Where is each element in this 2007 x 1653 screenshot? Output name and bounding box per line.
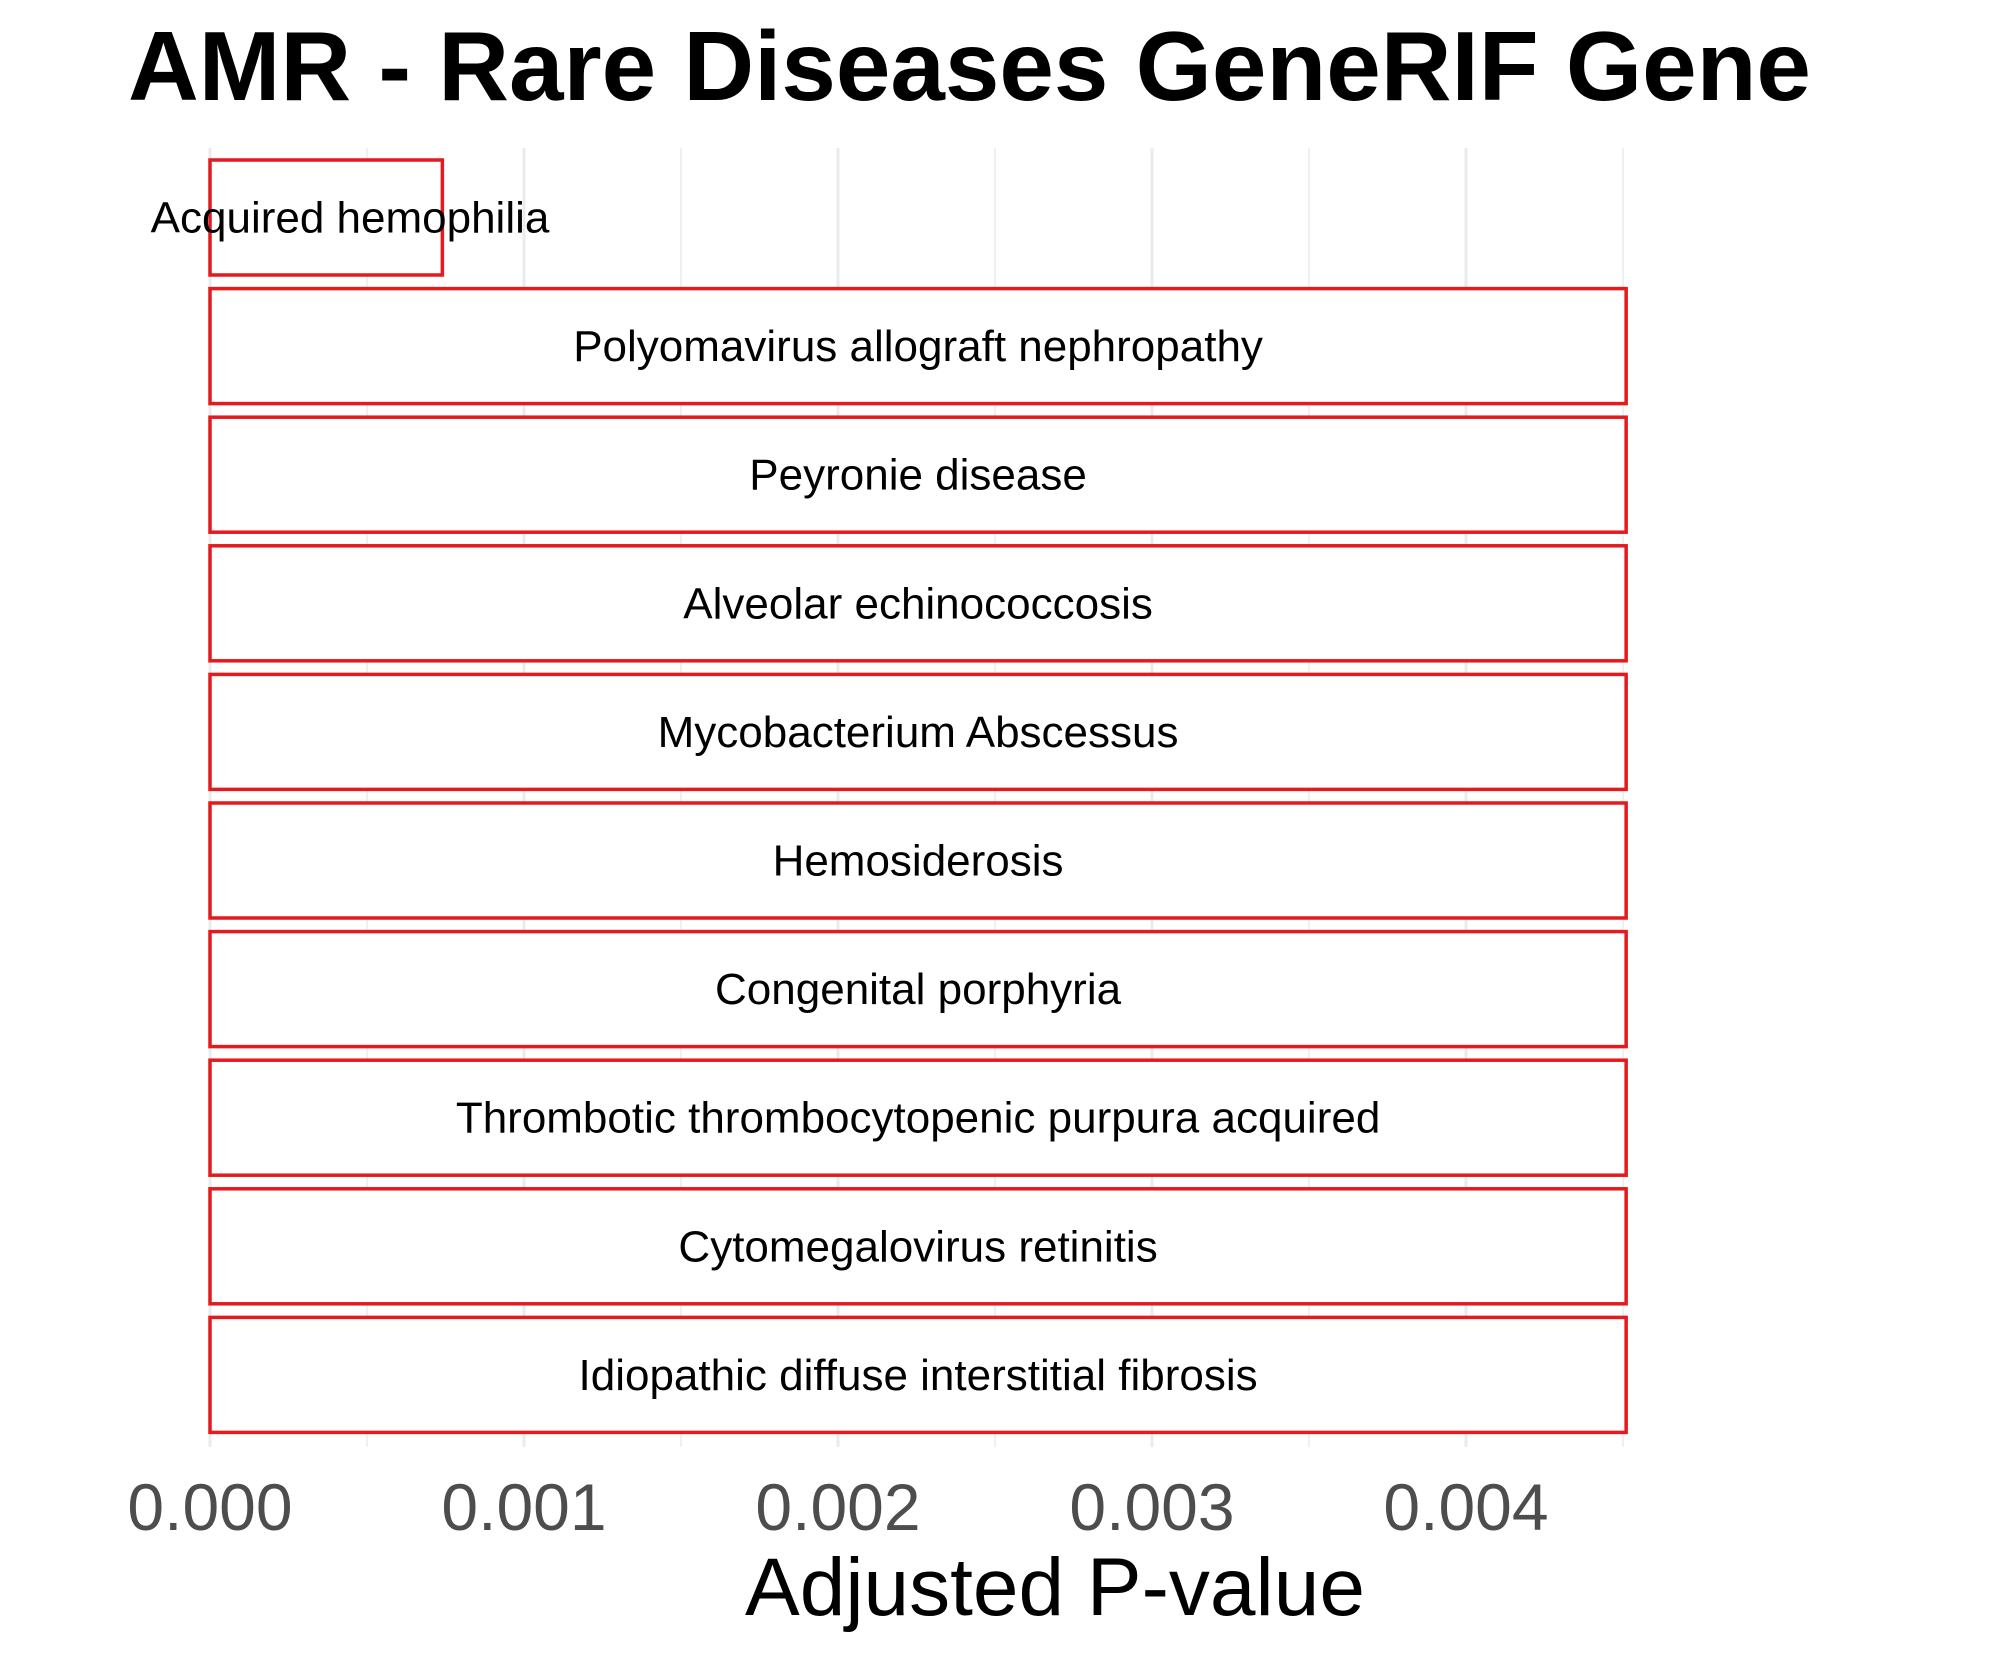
bar-label: Mycobacterium Abscessus xyxy=(658,708,1179,757)
bar xyxy=(208,672,1628,792)
bar xyxy=(208,415,1628,534)
x-tick-label: 0.001 xyxy=(441,1470,606,1544)
bar-label: Idiopathic diffuse interstitial fibrosis xyxy=(579,1351,1258,1400)
bar xyxy=(208,286,1628,406)
bar xyxy=(208,158,445,277)
bar-label: Cytomegalovirus retinitis xyxy=(678,1222,1157,1271)
chart-title: AMR - Rare Diseases GeneRIF Gene xyxy=(128,11,1811,121)
x-tick-label: 0.003 xyxy=(1069,1470,1234,1544)
bar xyxy=(208,544,1628,663)
bar-label: Thrombotic thrombocytopenic purpura acqu… xyxy=(456,1094,1380,1143)
bars xyxy=(208,158,1628,1435)
bar xyxy=(208,801,1628,920)
bar-label: Peyronie disease xyxy=(749,451,1087,500)
bar-label: Congenital porphyria xyxy=(715,965,1122,1014)
bar-label: Hemosiderosis xyxy=(773,837,1064,886)
bar xyxy=(208,929,1628,1049)
x-tick-label: 0.002 xyxy=(755,1470,920,1544)
bar-label: Alveolar echinococcosis xyxy=(683,579,1153,628)
bar xyxy=(208,1315,1628,1435)
x-axis-ticks: 0.000 0.001 0.002 0.003 0.004 xyxy=(127,1470,1548,1544)
bar xyxy=(208,1058,1628,1177)
bar-label: Polyomavirus allograft nephropathy xyxy=(573,322,1263,371)
bar-labels: Acquired hemophilia Polyomavirus allograf… xyxy=(151,194,1381,1400)
bar xyxy=(208,1187,1628,1306)
x-tick-label: 0.000 xyxy=(127,1470,292,1544)
x-axis-title: Adjusted P-value xyxy=(745,1542,1365,1633)
bar-label: Acquired hemophilia xyxy=(151,194,550,243)
x-tick-label: 0.004 xyxy=(1383,1470,1548,1544)
